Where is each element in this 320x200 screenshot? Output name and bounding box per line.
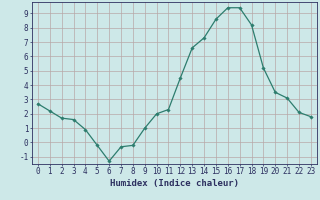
X-axis label: Humidex (Indice chaleur): Humidex (Indice chaleur)	[110, 179, 239, 188]
